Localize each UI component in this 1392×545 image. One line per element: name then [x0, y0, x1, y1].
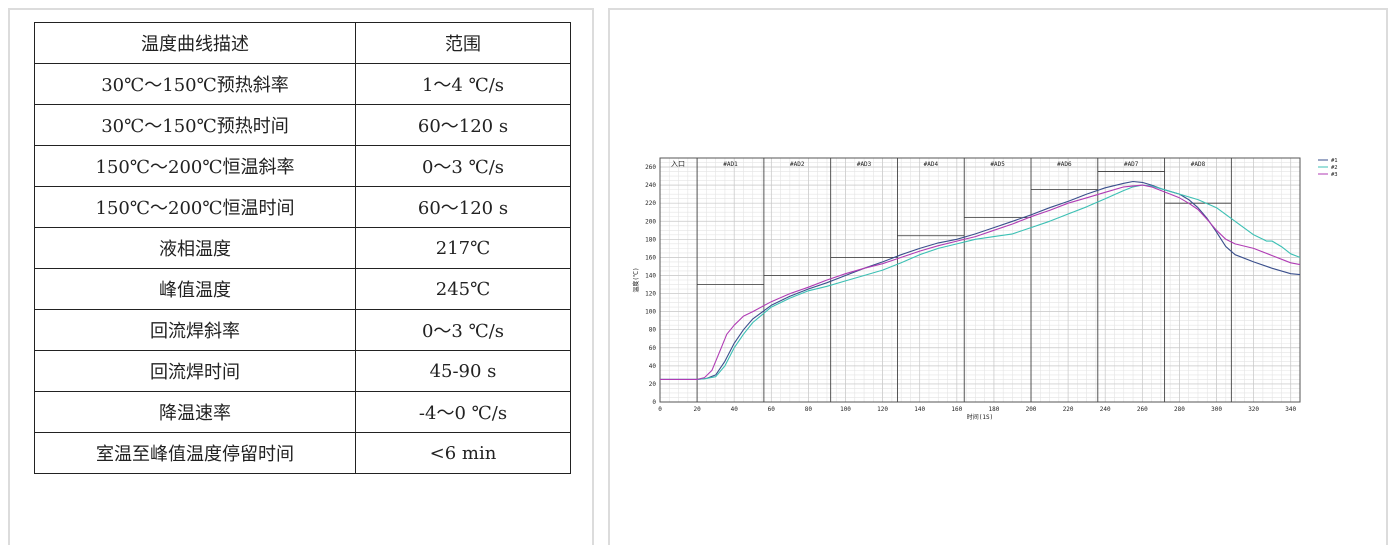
x-tick-label: 340 — [1285, 406, 1296, 413]
table-row: 室温至峰值温度停留时间 <6 min — [34, 432, 571, 474]
y-axis-label: 温度(℃) — [632, 267, 640, 292]
y-tick-label: 100 — [645, 309, 656, 316]
y-tick-label: 40 — [649, 363, 657, 370]
plot-frame — [659, 157, 1301, 403]
reflow-profile-chart: 入口 #AD1 #AD2 #AD3 #AD4 #AD5 #AD6 #AD7 #AD8 0 20 40 6… — [632, 157, 1338, 421]
y-tick-label: 120 — [645, 291, 656, 298]
table-row: 150℃～200℃恒温斜率 0～3 ℃/s — [34, 145, 571, 187]
zone-label: #AD2 — [790, 161, 805, 168]
x-tick-label: 20 — [693, 406, 701, 413]
series-line-2 — [660, 184, 1301, 380]
y-tick-label: 160 — [645, 254, 656, 261]
description-cell: 液相温度 — [34, 227, 356, 269]
y-tick-label: 240 — [645, 182, 656, 189]
x-tick-label: 80 — [805, 406, 813, 413]
table-header-cell: 范围 — [355, 22, 571, 64]
y-tick-label: 20 — [649, 381, 657, 388]
table-row: 液相温度 217℃ — [34, 227, 571, 269]
table-row: 降温速率 -4～0 ℃/s — [34, 391, 571, 433]
range-cell: 0～3 ℃/s — [355, 309, 571, 351]
range-cell: 245℃ — [355, 268, 571, 310]
x-axis-label: 时间(1S) — [967, 413, 993, 421]
x-tick-label: 300 — [1211, 406, 1222, 413]
y-tick-label: 80 — [649, 327, 657, 334]
range-cell: 217℃ — [355, 227, 571, 269]
range-cell: 60～120 s — [355, 186, 571, 228]
table-row: 30℃～150℃预热斜率 1～4 ℃/s — [34, 63, 571, 105]
series-line-3 — [660, 184, 1301, 380]
zone-label: #AD5 — [990, 161, 1005, 168]
table-header-cell: 温度曲线描述 — [34, 22, 356, 64]
y-tick-label: 260 — [645, 164, 656, 171]
y-tick-label: 0 — [652, 399, 656, 406]
table-row: 回流焊斜率 0～3 ℃/s — [34, 309, 571, 351]
table-row: 峰值温度 245℃ — [34, 268, 571, 310]
y-tick-label: 140 — [645, 272, 656, 279]
description-cell: 室温至峰值温度停留时间 — [34, 432, 356, 474]
zone-label: #AD1 — [723, 161, 738, 168]
x-tick-label: 280 — [1174, 406, 1185, 413]
range-cell: 60～120 s — [355, 104, 571, 146]
description-cell: 150℃～200℃恒温时间 — [34, 186, 356, 228]
x-tick-label: 100 — [840, 406, 851, 413]
x-tick-label: 320 — [1248, 406, 1259, 413]
table-row: 150℃～200℃恒温时间 60～120 s — [34, 186, 571, 228]
chart-panel: 入口 #AD1 #AD2 #AD3 #AD4 #AD5 #AD6 #AD7 #AD8 0 20 40 6… — [608, 8, 1388, 545]
legend-label: #2 — [1331, 165, 1338, 171]
table-row: 30℃～150℃预热时间 60～120 s — [34, 104, 571, 146]
description-cell: 30℃～150℃预热时间 — [34, 104, 356, 146]
description-cell: 回流焊斜率 — [34, 309, 356, 351]
range-cell: 0～3 ℃/s — [355, 145, 571, 187]
table-header-row: 温度曲线描述 范围 — [34, 22, 571, 64]
x-tick-label: 40 — [731, 406, 739, 413]
x-tick-label: 260 — [1137, 406, 1148, 413]
y-tick-label: 180 — [645, 236, 656, 243]
x-tick-label: 200 — [1026, 406, 1037, 413]
x-tick-label: 160 — [951, 406, 962, 413]
x-tick-label: 220 — [1063, 406, 1074, 413]
x-tick-label: 240 — [1100, 406, 1111, 413]
reflow-spec-table: 温度曲线描述 范围 30℃～150℃预热斜率 1～4 ℃/s 30℃～150℃预热时间 6… — [34, 22, 571, 474]
series-line-1 — [660, 180, 1301, 380]
x-tick-label: 140 — [914, 406, 925, 413]
table-row: 回流焊时间 45-90 s — [34, 350, 571, 392]
description-cell: 30℃～150℃预热斜率 — [34, 63, 356, 105]
x-tick-label: 120 — [877, 406, 888, 413]
description-cell: 回流焊时间 — [34, 350, 356, 392]
spec-panel: 温度曲线描述 范围 30℃～150℃预热斜率 1～4 ℃/s 30℃～150℃预热时间 6… — [8, 8, 594, 545]
zone-label: #AD6 — [1057, 161, 1072, 168]
zone-label: #AD8 — [1191, 161, 1206, 168]
x-tick-label: 60 — [768, 406, 776, 413]
range-cell: <6 min — [355, 432, 571, 474]
range-cell: 1～4 ℃/s — [355, 63, 571, 105]
legend-label: #3 — [1331, 172, 1338, 178]
y-tick-label: 220 — [645, 200, 656, 207]
zone-label: #AD7 — [1124, 161, 1139, 168]
zone-label: #AD4 — [924, 161, 939, 168]
zone-label: 入口 — [671, 160, 685, 168]
x-tick-label: 180 — [988, 406, 999, 413]
zone-label: #AD3 — [857, 161, 872, 168]
description-cell: 150℃～200℃恒温斜率 — [34, 145, 356, 187]
description-cell: 峰值温度 — [34, 268, 356, 310]
x-tick-label: 0 — [658, 406, 662, 413]
legend-label: #1 — [1331, 158, 1338, 164]
range-cell: -4～0 ℃/s — [355, 391, 571, 433]
description-cell: 降温速率 — [34, 391, 356, 433]
y-tick-label: 60 — [649, 345, 657, 352]
range-cell: 45-90 s — [355, 350, 571, 392]
y-tick-label: 200 — [645, 218, 656, 225]
